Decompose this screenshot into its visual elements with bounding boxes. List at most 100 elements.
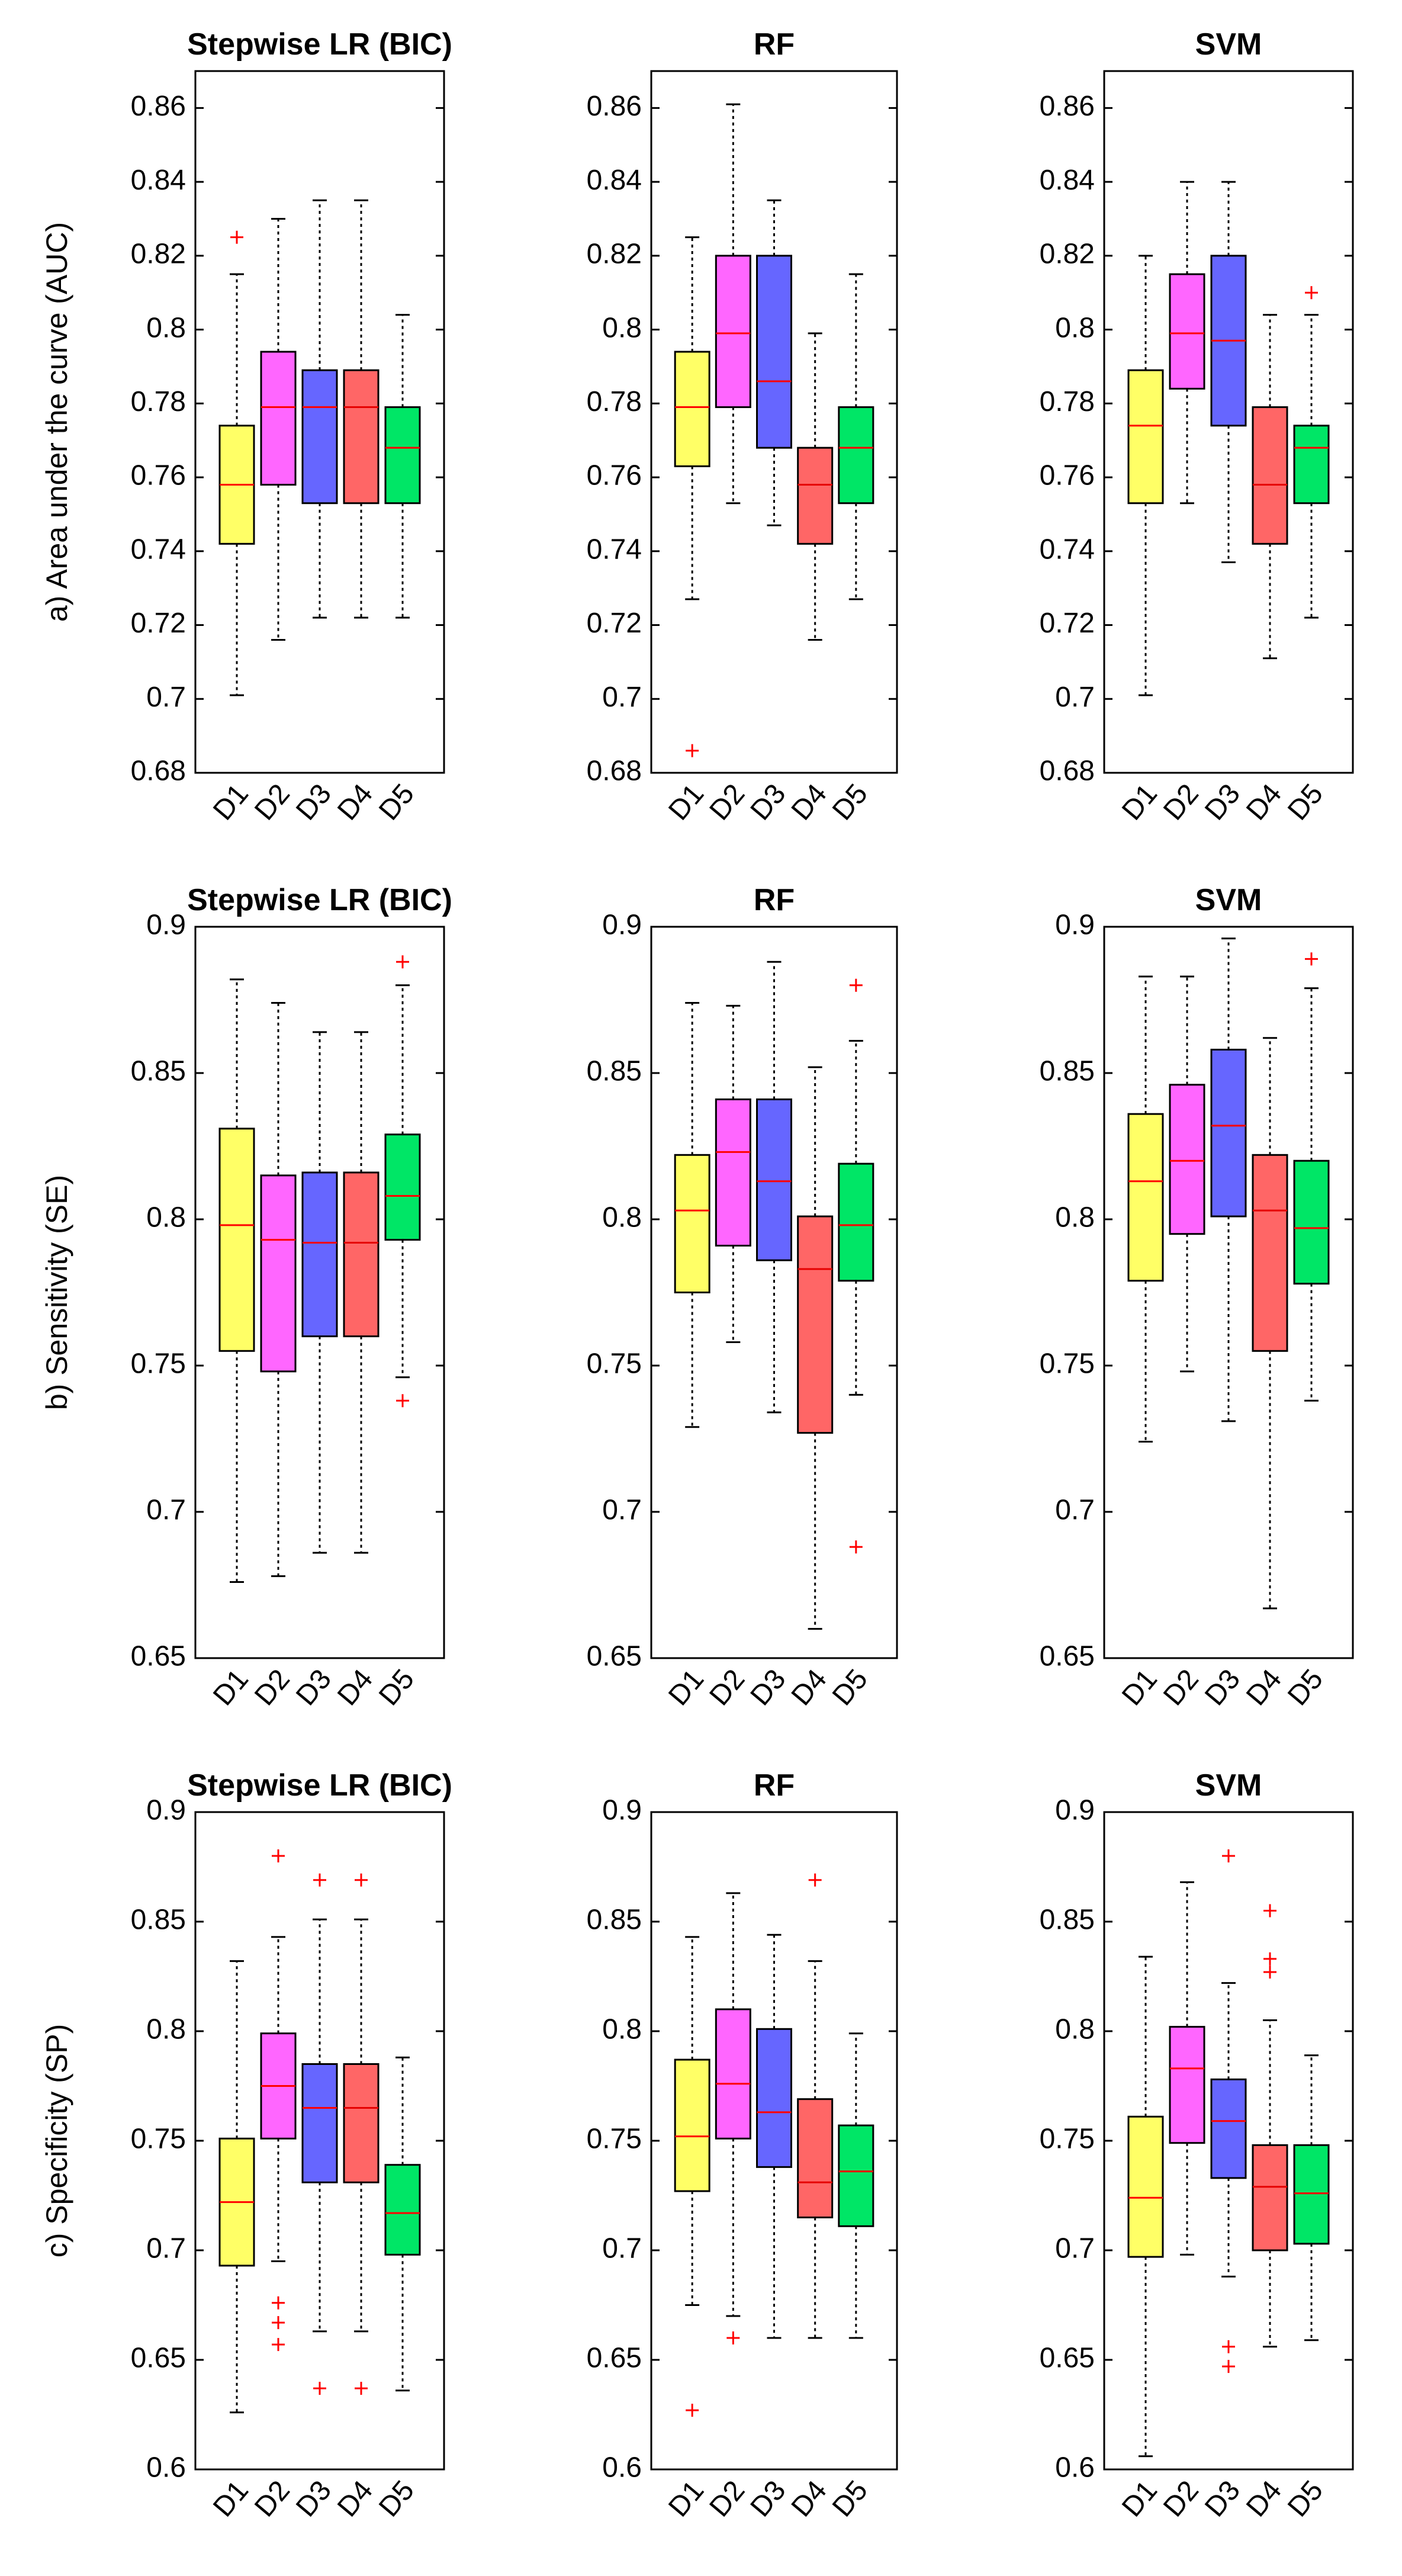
y-tick-label: 0.65 [131, 2343, 186, 2374]
box-d2 [715, 1004, 751, 1343]
box-iqr [1293, 2144, 1330, 2245]
outlier-point [230, 230, 243, 244]
box-iqr [260, 351, 297, 486]
box-iqr [756, 1098, 792, 1261]
x-category-label: D3 [745, 2475, 792, 2523]
x-category-label: D2 [1157, 1663, 1205, 1711]
outlier-point [1305, 952, 1318, 966]
box-iqr [838, 1162, 874, 1282]
axes-frame [194, 70, 445, 774]
x-category-label: D3 [745, 778, 792, 826]
y-tick-label: 0.8 [602, 1202, 642, 1234]
y-tick-label: 0.9 [602, 910, 642, 941]
x-category-label: D4 [786, 778, 833, 826]
axes-frame [1103, 70, 1354, 774]
axes-frame [650, 70, 898, 774]
box-iqr [343, 369, 380, 505]
y-tick-label: 0.78 [131, 386, 186, 417]
outlier-point [849, 978, 863, 992]
x-category-label: D2 [249, 2475, 296, 2523]
y-tick-label: 0.9 [146, 910, 186, 941]
x-category-label: D2 [249, 778, 296, 826]
x-category-label: D3 [290, 2475, 337, 2523]
outlier-point [849, 1540, 863, 1554]
x-category-label: D4 [332, 1663, 379, 1711]
y-tick-label: 0.65 [131, 1641, 186, 1672]
y-tick-label: 0.75 [131, 2124, 186, 2155]
y-tick-label: 0.9 [146, 1795, 186, 1826]
box-iqr [715, 1098, 751, 1247]
outlier-point [396, 1394, 409, 1408]
x-category-label: D4 [1240, 2475, 1288, 2523]
box-d5 [384, 955, 421, 1408]
outlier-point [272, 2296, 285, 2310]
box-d5 [838, 2032, 874, 2339]
x-category-label: D5 [827, 778, 874, 826]
box-d5 [1293, 952, 1330, 1402]
x-category-label: D5 [373, 2475, 420, 2523]
box-d4 [1252, 314, 1288, 660]
box-d1 [218, 978, 255, 1583]
panel-1-3: SVM 0.68 0.7 0.72 0.74 0.76 0.78 0.8 0.82 0.84 0.8… [1040, 27, 1354, 826]
box-iqr [1293, 425, 1330, 505]
x-category-label: D3 [745, 1663, 792, 1711]
y-tick-label: 0.65 [587, 1641, 642, 1672]
y-tick-label: 0.8 [602, 312, 642, 343]
box-iqr [756, 255, 792, 449]
box-iqr [343, 2063, 380, 2183]
y-tick-label: 0.7 [602, 1495, 642, 1526]
box-iqr [715, 255, 751, 409]
box-d4 [1252, 1904, 1288, 2348]
box-iqr [1252, 2144, 1288, 2251]
box-d1 [218, 230, 255, 696]
outlier-point [1305, 286, 1318, 300]
y-tick-label: 0.85 [587, 1904, 642, 1936]
box-d3 [301, 1873, 338, 2395]
x-category-label: D1 [207, 1663, 255, 1711]
y-tick-label: 0.85 [1040, 1056, 1095, 1087]
box-d4 [1252, 1037, 1288, 1610]
outlier-point [355, 2382, 368, 2395]
y-tick-label: 0.8 [1055, 312, 1095, 343]
y-tick-label: 0.65 [1040, 2343, 1095, 2374]
outlier-point [355, 1873, 368, 1887]
outlier-point [726, 2331, 740, 2344]
y-tick-label: 0.76 [131, 460, 186, 492]
y-tick-label: 0.76 [1040, 460, 1095, 492]
box-iqr [797, 447, 834, 545]
y-tick-label: 0.82 [587, 239, 642, 270]
y-tick-label: 0.65 [587, 2343, 642, 2374]
x-category-label: D3 [290, 778, 337, 826]
x-category-label: D1 [663, 2475, 710, 2523]
y-tick-label: 0.85 [1040, 1904, 1095, 1936]
box-d3 [1210, 181, 1247, 563]
y-tick-label: 0.74 [587, 534, 642, 565]
box-d5 [1293, 2054, 1330, 2341]
outlier-point [313, 2382, 326, 2395]
outlier-point [1263, 1952, 1276, 1965]
x-category-label: D4 [786, 1663, 833, 1711]
y-tick-label: 0.74 [131, 534, 186, 565]
y-tick-label: 0.75 [587, 2124, 642, 2155]
y-tick-label: 0.75 [1040, 2124, 1095, 2155]
box-iqr [1169, 1084, 1205, 1235]
x-category-label: D5 [373, 1663, 420, 1711]
y-tick-label: 0.8 [146, 312, 186, 343]
box-iqr [1293, 1159, 1330, 1285]
box-iqr [1169, 2026, 1205, 2144]
box-d1 [218, 1960, 255, 2414]
y-tick-label: 0.82 [131, 239, 186, 270]
y-tick-label: 0.86 [131, 91, 186, 122]
box-d3 [756, 1933, 792, 2339]
axes-frame [194, 926, 445, 1659]
x-category-label: D1 [207, 2475, 255, 2523]
x-category-label: D4 [1240, 1663, 1288, 1711]
box-d4 [343, 1031, 380, 1554]
axes-frame [650, 926, 898, 1659]
axes-frame [194, 1811, 445, 2471]
x-category-label: D1 [1116, 1663, 1163, 1711]
x-category-label: D5 [373, 778, 420, 826]
box-d1 [1127, 1955, 1164, 2458]
